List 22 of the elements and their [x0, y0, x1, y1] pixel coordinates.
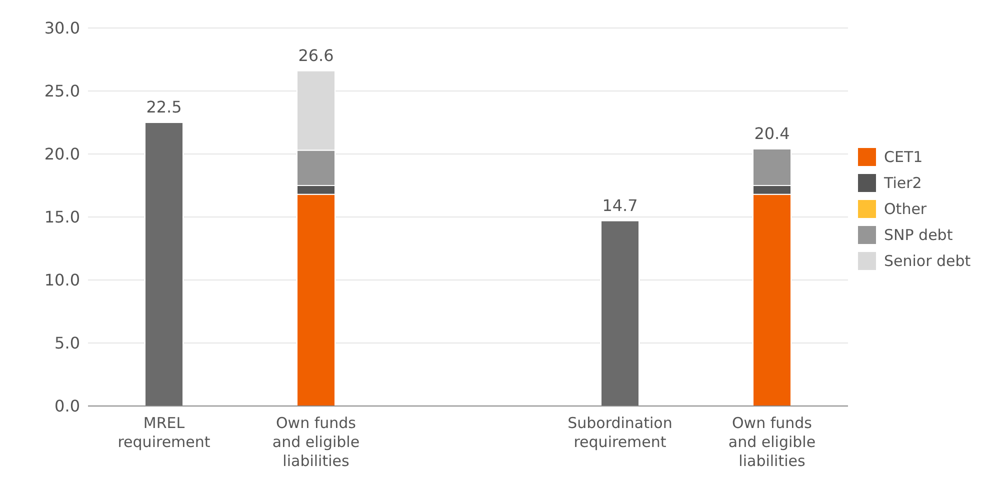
legend-label: Other: [884, 200, 927, 218]
bar: [144, 122, 184, 406]
y-tick-label: 15.0: [44, 208, 80, 227]
y-tick-label: 5.0: [54, 334, 80, 353]
x-tick-label: Own funds and eligible liabilities: [272, 414, 360, 470]
y-tick-label: 25.0: [44, 82, 80, 101]
y-tick-label: 20.0: [44, 144, 80, 164]
legend-label: Senior debt: [884, 252, 971, 270]
bar: [600, 220, 640, 406]
legend-label: CET1: [884, 148, 923, 166]
total-label: 26.6: [298, 46, 334, 65]
total-label: 22.5: [146, 98, 182, 116]
x-tick-label: MREL requirement: [118, 414, 210, 451]
total-label: 14.7: [602, 196, 638, 215]
y-tick-label: 10.0: [44, 270, 80, 290]
x-tick-label: Subordination requirement: [568, 414, 672, 451]
x-tick-label: Own funds and eligible liabilities: [728, 414, 816, 470]
y-tick-label: 0.0: [54, 396, 80, 416]
total-label: 20.4: [754, 124, 790, 143]
y-tick-label: 30.0: [44, 18, 80, 38]
legend-label: Tier2: [884, 174, 922, 192]
legend-label: SNP debt: [884, 226, 953, 244]
